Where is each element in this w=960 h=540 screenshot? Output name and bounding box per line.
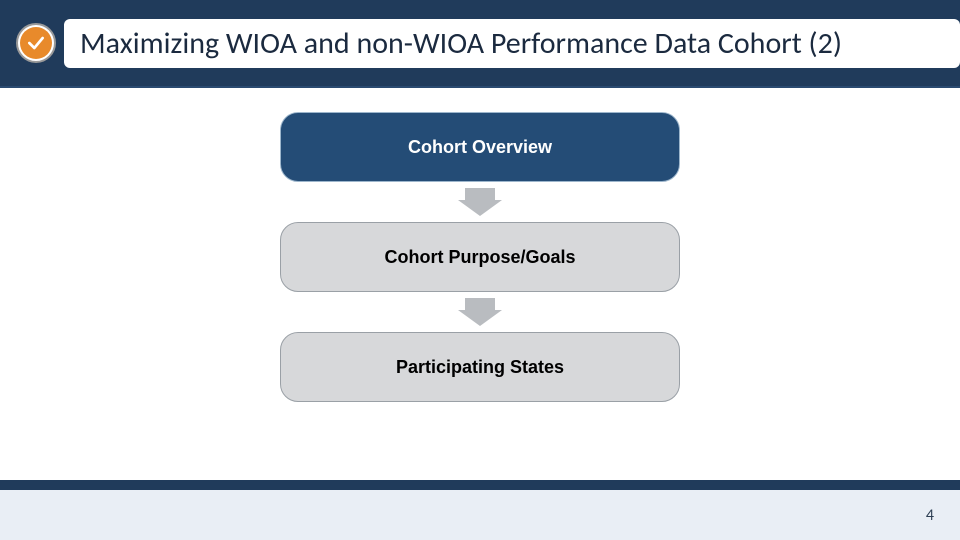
flow-arrow	[458, 298, 502, 326]
content-area: Cohort Overview Cohort Purpose/Goals Par…	[0, 88, 960, 402]
title-pill: Maximizing WIOA and non-WIOA Performance…	[64, 19, 960, 68]
flow-node-purpose: Cohort Purpose/Goals	[280, 222, 680, 292]
flow-node-states: Participating States	[280, 332, 680, 402]
footer: 4	[0, 480, 960, 540]
flow-node-label: Cohort Overview	[408, 137, 552, 158]
footer-bar: 4	[0, 490, 960, 540]
header-band: Maximizing WIOA and non-WIOA Performance…	[0, 0, 960, 88]
slide-title: Maximizing WIOA and non-WIOA Performance…	[80, 25, 944, 62]
flowchart: Cohort Overview Cohort Purpose/Goals Par…	[260, 112, 700, 402]
flow-node-overview: Cohort Overview	[280, 112, 680, 182]
flow-arrow	[458, 188, 502, 216]
page-number: 4	[926, 506, 934, 525]
flow-node-label: Participating States	[396, 357, 564, 378]
check-icon	[20, 27, 52, 59]
footer-divider	[0, 480, 960, 490]
flow-node-label: Cohort Purpose/Goals	[384, 247, 575, 268]
check-badge	[16, 23, 56, 63]
